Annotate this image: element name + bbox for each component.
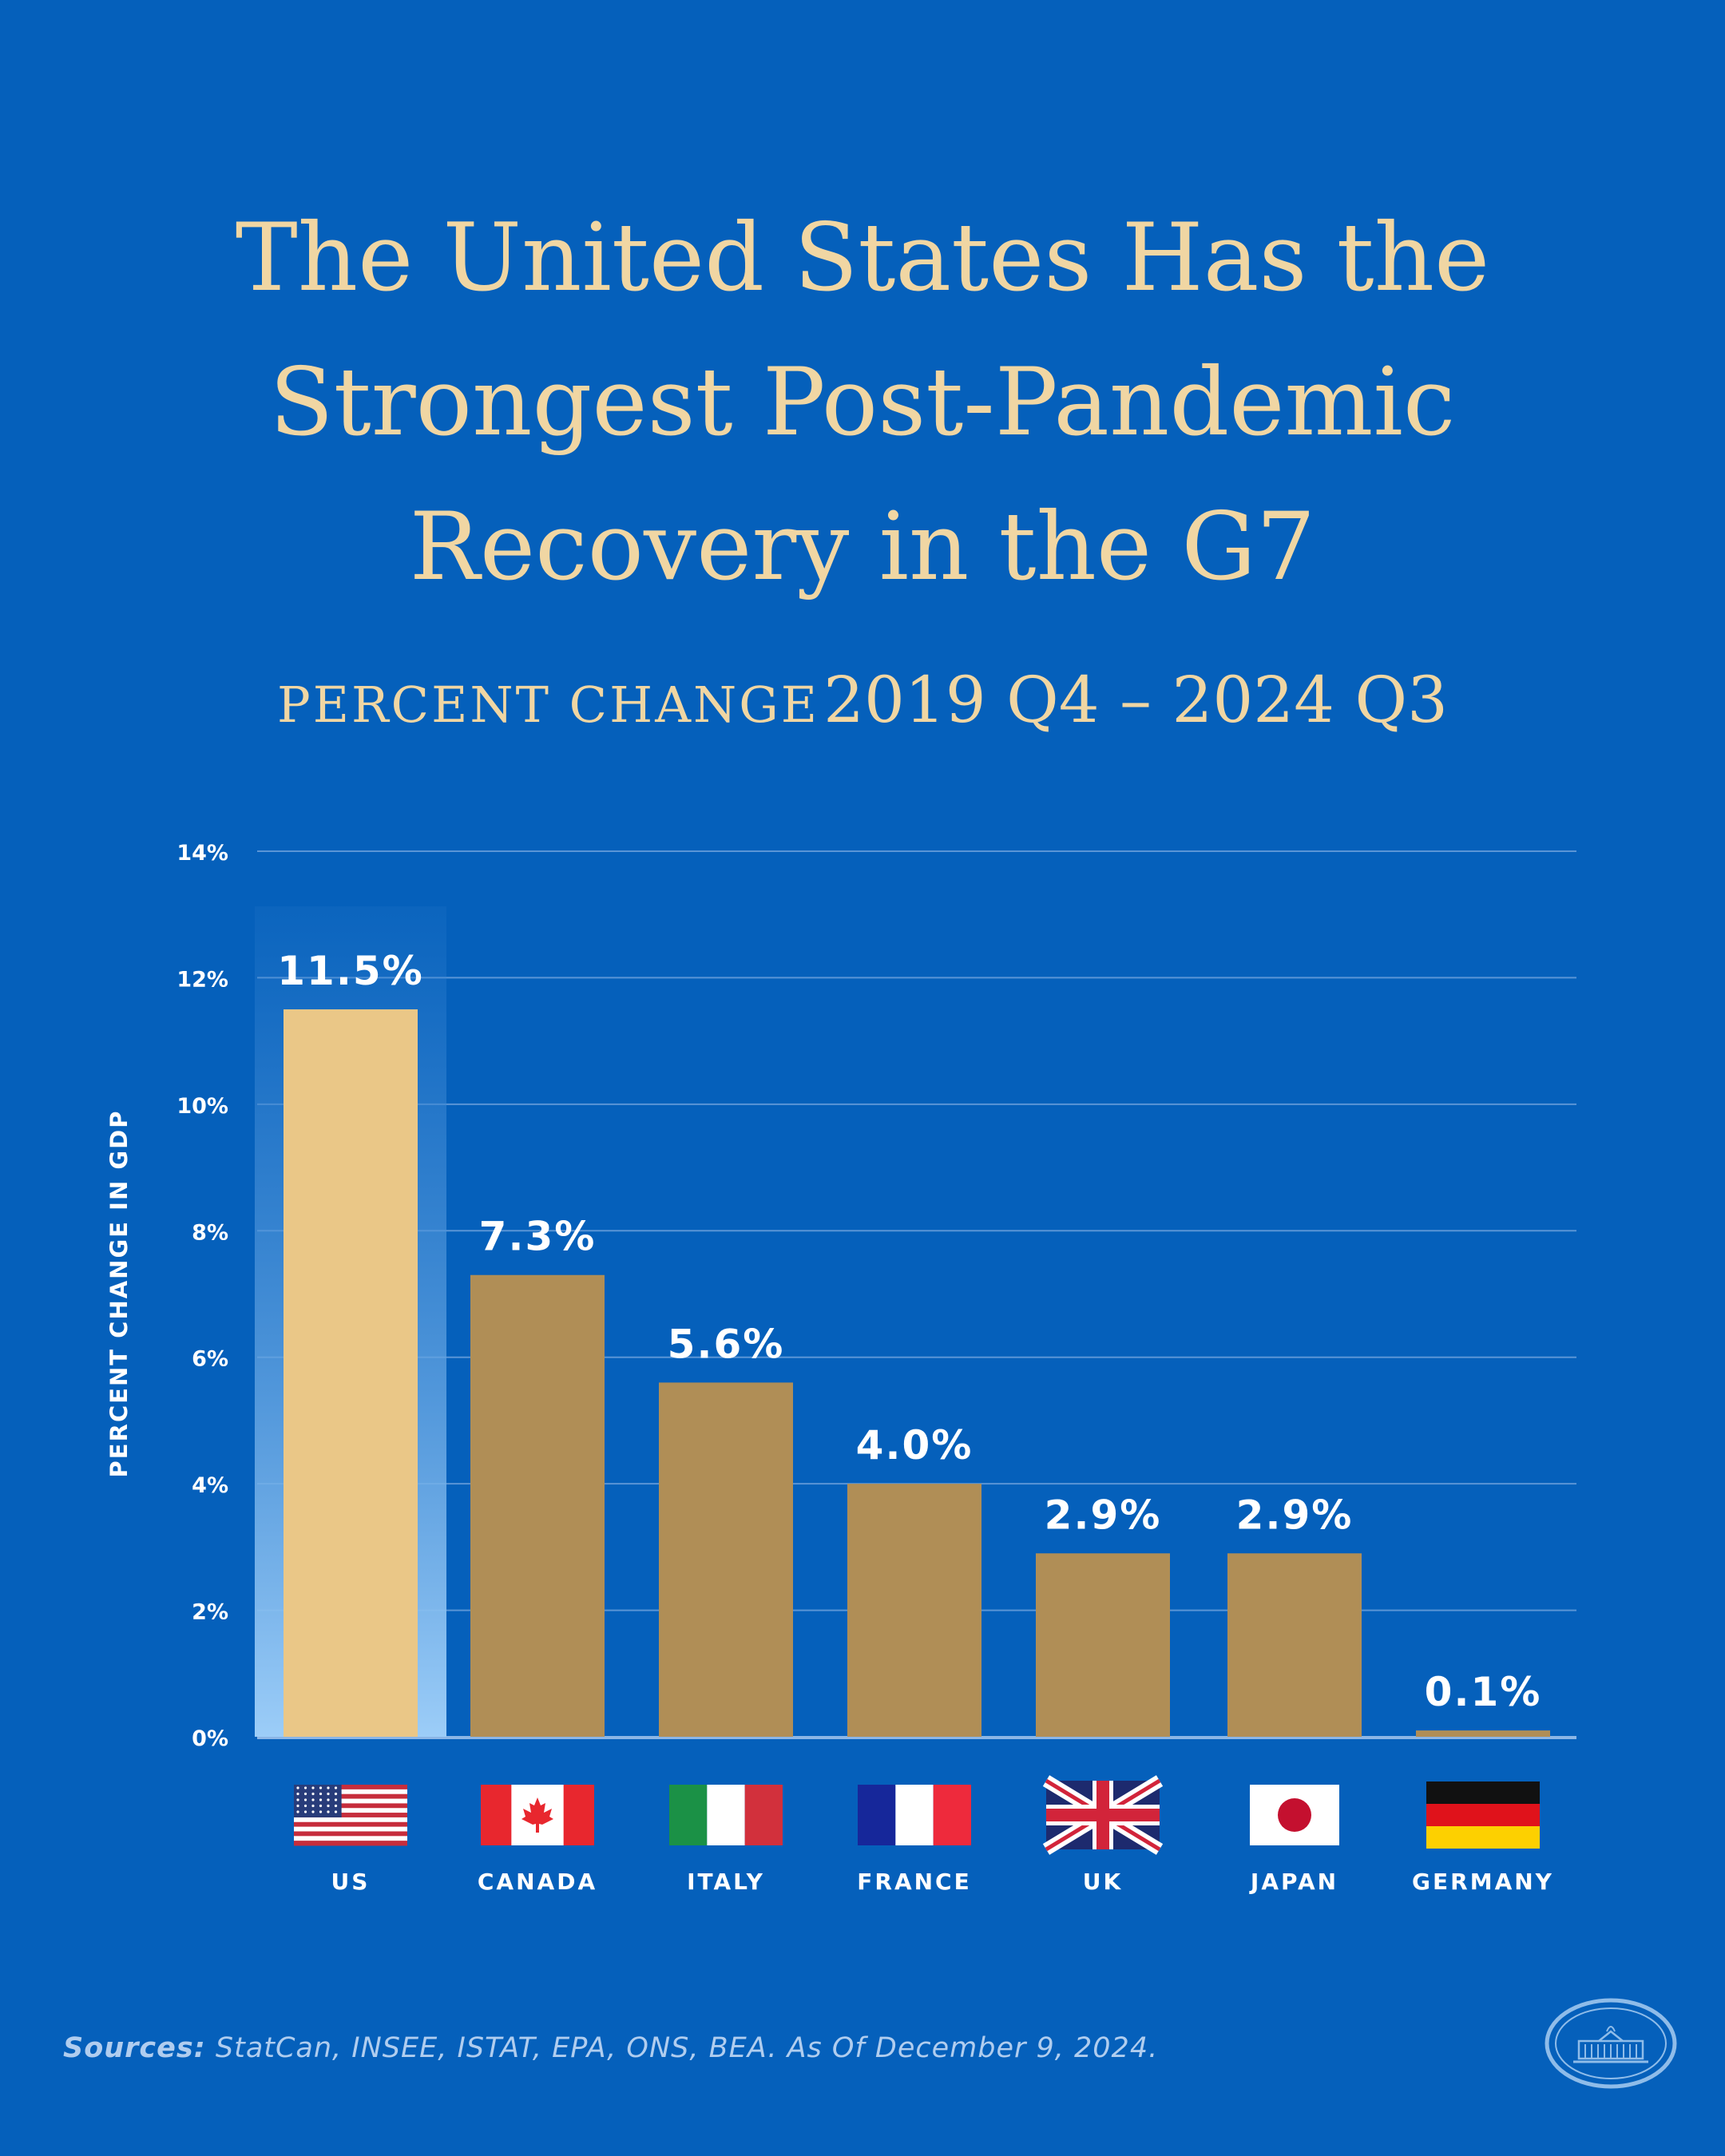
page-title: The United States Has the Strongest Post… — [0, 185, 1725, 619]
title-line-1: The United States Has the — [235, 203, 1490, 312]
italy-flag — [669, 1785, 783, 1845]
value-label: 0.1% — [1425, 1669, 1542, 1715]
subtitle-range: 2019 Q4 – 2024 Q3 — [823, 663, 1448, 737]
title-line-2: Strongest Post-Pandemic — [269, 347, 1456, 457]
sources-label: Sources: — [63, 2032, 206, 2064]
value-label: 7.3% — [479, 1214, 597, 1260]
y-tick-label: 2% — [192, 1600, 228, 1625]
y-tick-label: 14% — [176, 841, 228, 866]
bar-chart: 0% 2% 4% 6% 8% 10% 12% 14% PERCENT CHANGE IN GD… — [105, 841, 1576, 1895]
title-line-3: Recovery in the G7 — [409, 492, 1316, 601]
bar-canada — [470, 1274, 605, 1737]
bar-germany — [1416, 1730, 1550, 1737]
france-flag — [858, 1785, 971, 1845]
bar-france — [847, 1484, 981, 1737]
bar-japan — [1227, 1553, 1362, 1737]
y-axis-label: PERCENT CHANGE IN GDP — [105, 1110, 133, 1478]
sources-note: Sources: StatCan, INSEE, ISTAT, EPA, ONS… — [63, 2032, 1158, 2064]
y-tick-label: 10% — [176, 1094, 228, 1119]
category-label: JAPAN — [1249, 1869, 1338, 1895]
y-tick-label: 4% — [192, 1473, 228, 1498]
value-label: 4.0% — [856, 1422, 974, 1468]
germany-flag — [1426, 1781, 1540, 1849]
japan-flag — [1250, 1785, 1339, 1845]
uk-flag — [1042, 1775, 1164, 1855]
category-label: ITALY — [687, 1869, 765, 1895]
category-label: UK — [1083, 1869, 1123, 1895]
us-flag — [294, 1785, 407, 1846]
value-label: 2.9% — [1045, 1492, 1162, 1538]
y-tick-label: 8% — [192, 1220, 228, 1245]
bar-uk — [1036, 1553, 1170, 1737]
category-label: GERMANY — [1412, 1869, 1554, 1895]
white-house-seal-icon — [1545, 1998, 1677, 2089]
category-label: US — [331, 1869, 371, 1895]
category-label: CANADA — [478, 1869, 597, 1895]
value-label: 2.9% — [1236, 1492, 1354, 1538]
canada-flag — [481, 1785, 594, 1845]
value-label: 5.6% — [668, 1321, 785, 1367]
y-tick-label: 12% — [176, 967, 228, 992]
y-tick-label: 6% — [192, 1347, 228, 1372]
value-label: 11.5% — [277, 948, 423, 994]
bar-us — [284, 1009, 418, 1737]
bar-italy — [659, 1382, 793, 1737]
y-tick-label: 0% — [192, 1726, 228, 1751]
subtitle-caps: PERCENT CHANGE — [277, 676, 819, 734]
chart-subtitle: PERCENT CHANGE 2019 Q4 – 2024 Q3 — [0, 663, 1725, 737]
category-label: FRANCE — [857, 1869, 971, 1895]
sources-text: StatCan, INSEE, ISTAT, EPA, ONS, BEA. As… — [205, 2032, 1159, 2064]
